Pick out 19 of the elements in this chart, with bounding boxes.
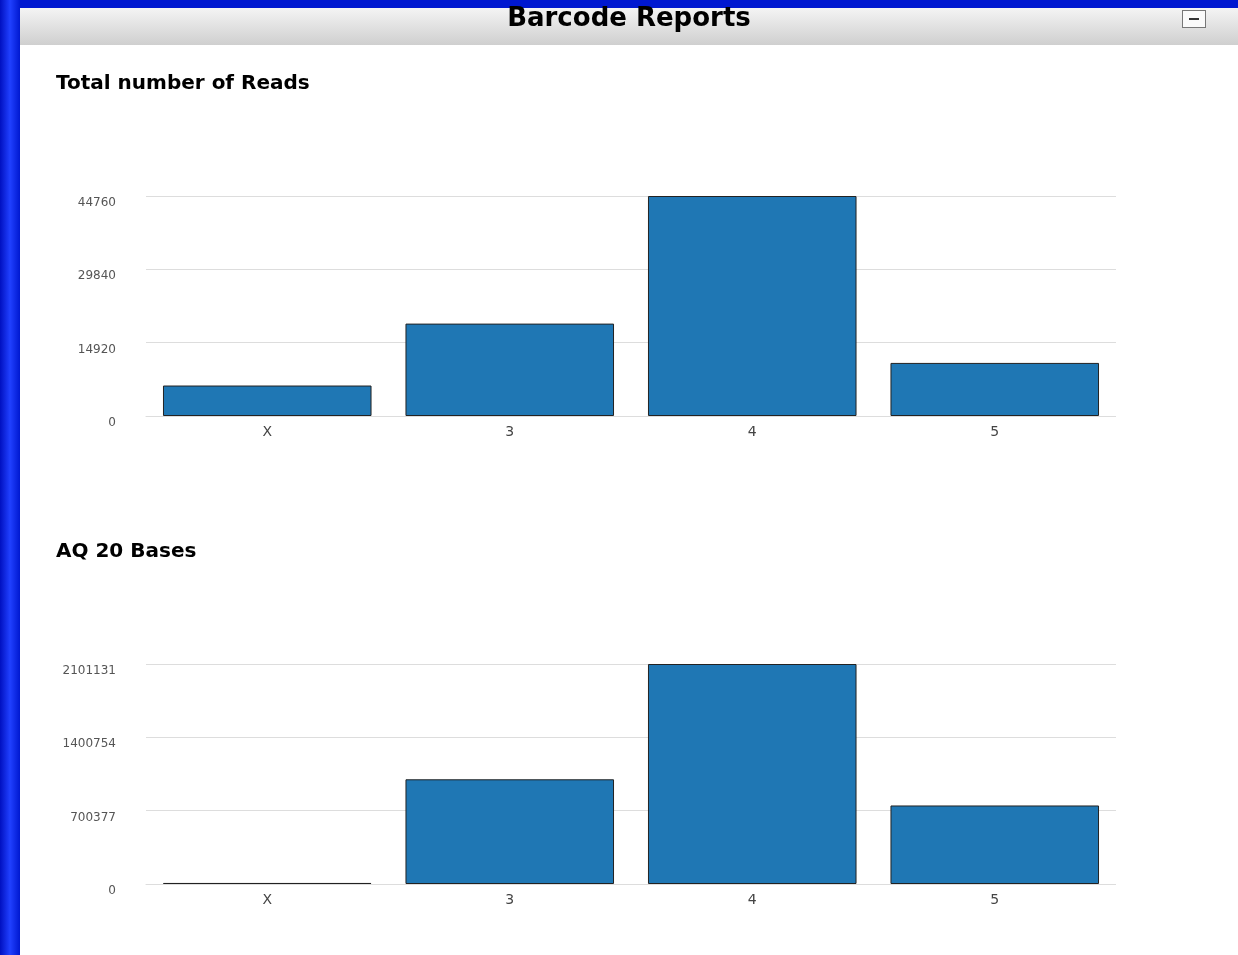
x-tick-label: X (262, 891, 273, 907)
y-tick-label: 44760 (77, 195, 116, 209)
chart-title: AQ 20 Bases (56, 538, 197, 562)
x-tick-label: X (262, 423, 273, 439)
y-tick-label: 2101131 (62, 663, 116, 677)
x-tick-label: 3 (505, 891, 515, 907)
chart-subtitle: Total number of Reads (56, 70, 310, 94)
x-tick-label: 4 (747, 891, 757, 907)
y-tick-label: 1400754 (62, 736, 116, 751)
x-tick-label: 5 (990, 423, 1000, 439)
chart-title: Barcode Reports (507, 2, 751, 32)
y-tick-label: 29840 (77, 268, 116, 283)
y-tick-label: 700377 (70, 809, 116, 824)
x-tick-label: 4 (747, 423, 757, 439)
y-tick-label: 0 (108, 415, 116, 429)
x-tick-label: 3 (505, 423, 515, 439)
x-tick-label: 5 (990, 891, 1000, 907)
y-tick-label: 14920 (77, 341, 116, 356)
y-tick-label: 0 (108, 883, 116, 897)
